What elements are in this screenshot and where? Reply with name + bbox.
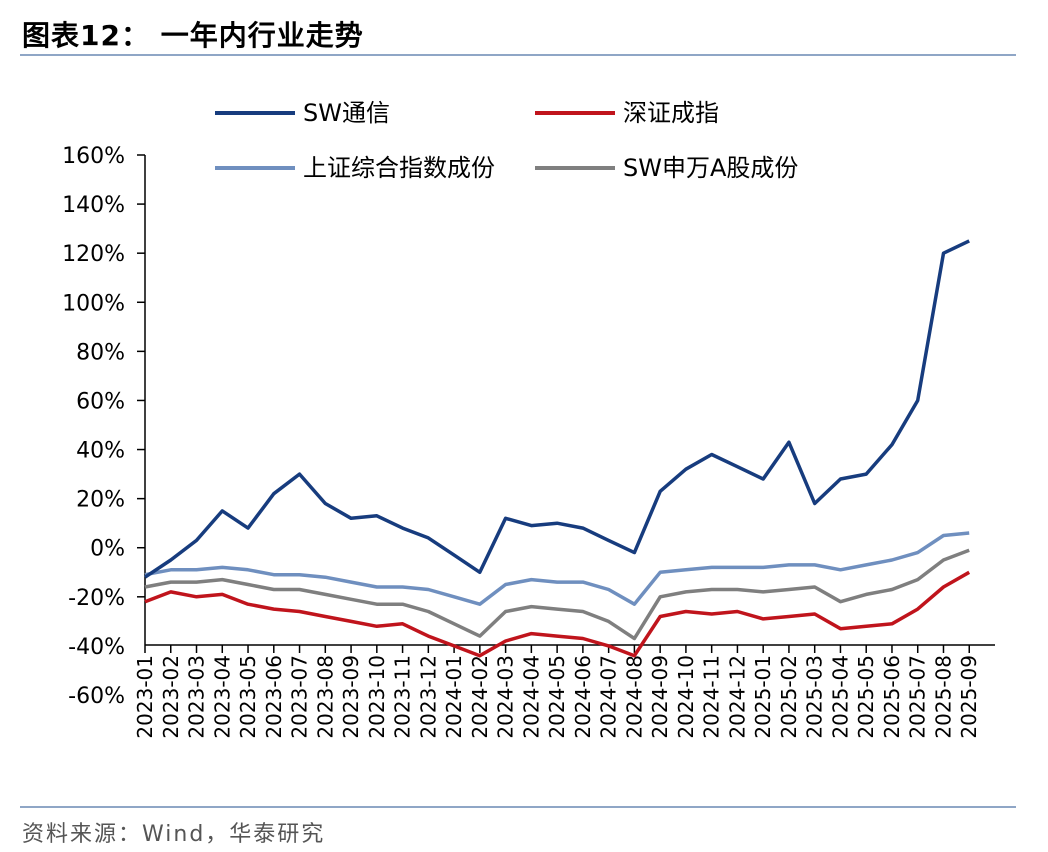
x-tick-label: 2025-06: [880, 655, 904, 739]
x-tick-label: 2024-09: [648, 655, 672, 739]
y-tick-label: 140%: [62, 193, 125, 218]
x-tick-label: 2023-11: [391, 655, 415, 739]
x-tick-label: 2024-04: [519, 655, 543, 739]
y-tick-label: -60%: [68, 684, 125, 709]
series-line-2: [144, 531, 970, 606]
source-note: 资料来源：Wind，华泰研究: [22, 822, 326, 847]
x-tick-label: 2023-10: [365, 655, 389, 739]
x-tick-label: 2023-12: [416, 655, 440, 739]
x-tick-label: 2024-03: [494, 655, 518, 739]
y-tick-label: 120%: [62, 242, 125, 267]
x-tick-label: 2024-05: [545, 655, 569, 739]
x-tick-label: 2025-03: [803, 655, 827, 739]
x-tick-label: 2025-07: [906, 655, 930, 739]
y-tick-label: 80%: [76, 340, 125, 365]
legend-label: SW通信: [303, 99, 390, 127]
x-tick-label: 2025-09: [957, 655, 981, 739]
x-tick-label: 2025-08: [931, 655, 955, 739]
x-tick-label: 2023-04: [210, 655, 234, 739]
y-tick-label: 100%: [62, 291, 125, 316]
x-tick-label: 2023-08: [313, 655, 337, 739]
y-axis: -60% -40% -20% 0% 20% 40% 60% 80% 100% 120% 140% 16…: [62, 144, 146, 709]
x-tick-label: 2025-04: [828, 655, 852, 739]
x-tick-label: 2023-01: [133, 655, 157, 739]
y-tick-label: 0%: [90, 537, 125, 562]
x-tick-label: 2025-02: [777, 655, 801, 739]
y-tick-label: 40%: [76, 439, 125, 464]
y-tick-label: -20%: [68, 586, 125, 611]
series-line-3: [144, 548, 970, 641]
x-axis: 2023-01 2023-02 2023-03 2023-04 2023-05 2023-…: [133, 644, 995, 739]
x-tick-label: 2023-03: [185, 655, 209, 739]
legend-label: 上证综合指数成份: [303, 154, 495, 182]
x-tick-label: 2024-07: [597, 655, 621, 739]
x-tick-label: 2023-09: [339, 655, 363, 739]
x-tick-label: 2025-05: [854, 655, 878, 739]
x-tick-label: 2024-01: [442, 655, 466, 739]
x-tick-label: 2023-02: [159, 655, 183, 739]
legend-label: 深证成指: [623, 99, 719, 127]
y-tick-label: 20%: [76, 488, 125, 513]
series-line-1: [144, 570, 971, 658]
x-tick-label: 2024-08: [622, 655, 646, 739]
x-tick-label: 2023-07: [288, 655, 312, 739]
y-tick-label: 160%: [62, 144, 125, 169]
y-tick-label: -40%: [68, 635, 125, 660]
series-lines: [144, 239, 971, 658]
bottom-divider: [20, 806, 1016, 808]
x-tick-label: 2023-06: [262, 655, 286, 739]
x-tick-label: 2024-11: [700, 655, 724, 739]
x-tick-label: 2024-12: [725, 655, 749, 739]
x-tick-label: 2024-06: [571, 655, 595, 739]
series-line-0: [144, 239, 970, 579]
x-tick-label: 2024-02: [468, 655, 492, 739]
x-tick-label: 2024-10: [674, 655, 698, 739]
x-tick-label: 2025-01: [751, 655, 775, 739]
legend-label: SW申万A股成份: [623, 154, 798, 182]
x-tick-label: 2023-05: [236, 655, 260, 739]
top-divider: [20, 54, 1016, 56]
y-tick-label: 60%: [76, 389, 125, 414]
figure-title: 图表12： 一年内行业走势: [22, 19, 364, 52]
